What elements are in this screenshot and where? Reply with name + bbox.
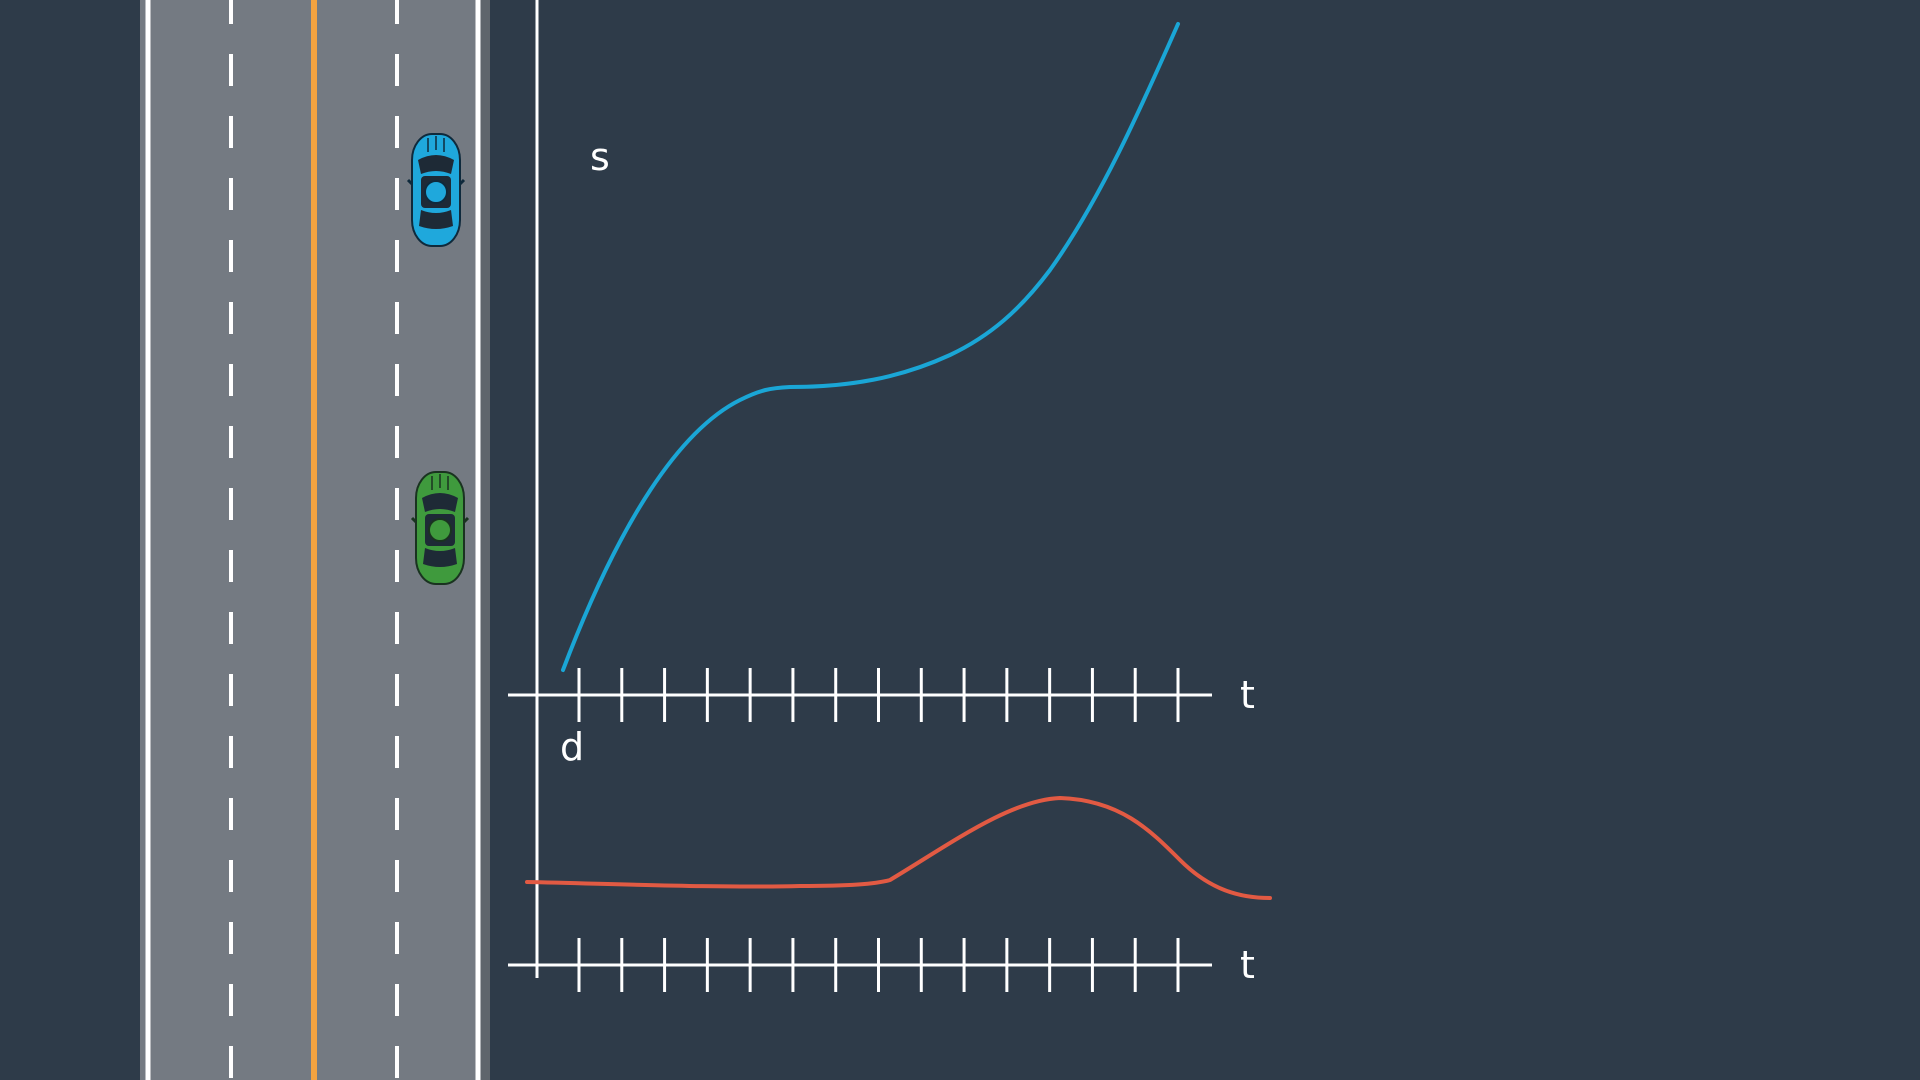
d-trajectory-curve	[525, 795, 1272, 900]
green-car	[410, 471, 470, 585]
s-y-label: s	[590, 135, 610, 179]
s-x-label: t	[1240, 673, 1255, 717]
road-shoulder-right	[480, 0, 490, 1080]
d-plot: d t	[508, 712, 1272, 992]
blue-car	[406, 133, 466, 247]
s-plot: s t	[508, 0, 1255, 722]
d-x-ticks	[577, 938, 1180, 992]
d-x-label: t	[1240, 943, 1255, 987]
s-x-ticks	[577, 668, 1180, 722]
s-trajectory-curve	[561, 22, 1180, 672]
d-y-label: d	[560, 725, 584, 769]
